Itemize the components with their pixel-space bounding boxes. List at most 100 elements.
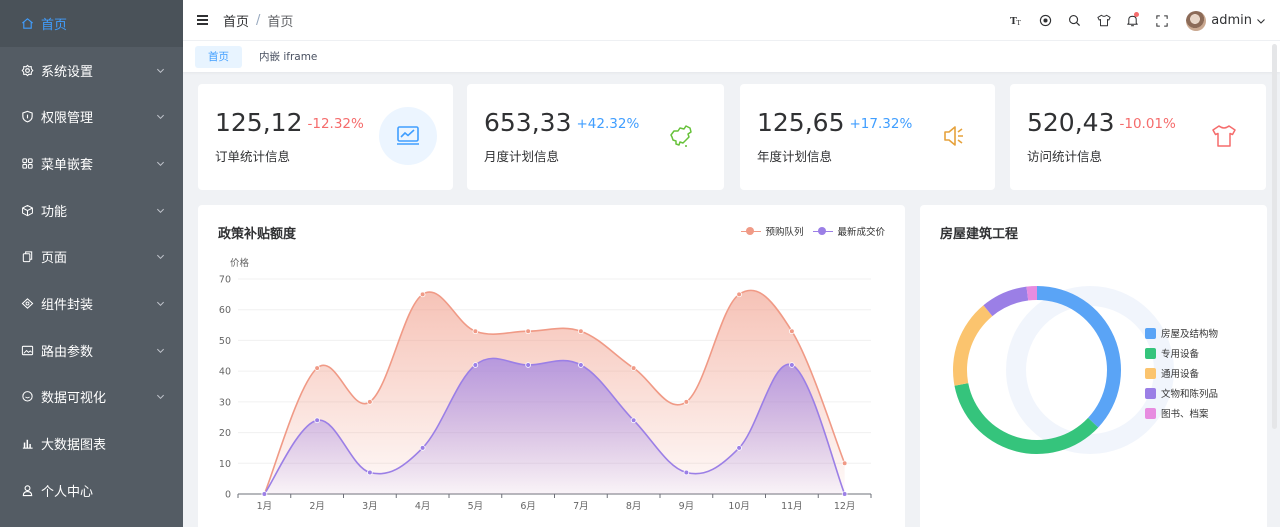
- x-tick-label: 8月: [626, 501, 642, 512]
- sidebar-item-3[interactable]: 菜单嵌套: [0, 140, 183, 187]
- sidebar-item-label: 权限管理: [41, 111, 94, 127]
- legend-swatch: [1145, 367, 1156, 379]
- stat-card[interactable]: 125,65 +17.32% 年度计划信息: [740, 84, 995, 190]
- bell-icon[interactable]: [1118, 0, 1147, 41]
- x-tick-label: 5月: [468, 501, 484, 512]
- donut-slice: [954, 383, 1099, 454]
- legend-item-latest-price[interactable]: 最新成交价: [813, 224, 885, 238]
- legend-swatch: [1145, 407, 1156, 419]
- breadcrumb-current: 首页: [267, 14, 294, 30]
- stat-value: 125,65 +17.32%: [757, 108, 913, 137]
- stat-card[interactable]: 520,43 -10.01% 访问统计信息: [1010, 84, 1266, 190]
- stat-card[interactable]: 125,12 -12.32% 订单统计信息: [198, 84, 453, 190]
- monitor-chart-icon: [379, 107, 437, 165]
- legend-item-preorder[interactable]: 预购队列: [741, 224, 803, 238]
- chart-legend: 预购队列 最新成交价: [731, 224, 885, 238]
- donut-slice: [1026, 286, 1037, 301]
- legend-label: 图书、档案: [1161, 409, 1209, 420]
- data-point: [419, 445, 426, 451]
- sidebar-item-7[interactable]: 路由参数: [0, 327, 183, 374]
- y-tick-label: 10: [219, 459, 231, 470]
- stat-card[interactable]: 653,33 +42.32% 月度计划信息: [467, 84, 724, 190]
- stat-change: -10.01%: [1119, 116, 1176, 132]
- data-point: [525, 362, 531, 368]
- svg-text:T: T: [1010, 16, 1017, 27]
- series-area-1: [264, 358, 845, 494]
- sidebar-item-label: 组件封装: [41, 297, 94, 313]
- y-tick-label: 60: [219, 305, 231, 316]
- sidebar-item-5[interactable]: 页面: [0, 233, 183, 280]
- fullscreen-icon[interactable]: [1147, 0, 1176, 41]
- chevron-down-icon: [155, 112, 165, 122]
- home-icon: [20, 16, 34, 30]
- sidebar-item-1[interactable]: 系统设置: [0, 47, 183, 94]
- breadcrumb-separator: /: [256, 12, 261, 28]
- data-point: [736, 445, 742, 451]
- chevron-down-icon: [155, 252, 165, 262]
- donut-legend-item[interactable]: 专用设备: [1145, 343, 1218, 363]
- legend-swatch: [1145, 347, 1156, 359]
- box-icon: [20, 203, 34, 217]
- sidebar-item-2[interactable]: 权限管理: [0, 93, 183, 140]
- data-point: [630, 417, 637, 424]
- sidebar-item-6[interactable]: 组件封装: [0, 280, 183, 327]
- image-icon: [20, 343, 34, 357]
- donut-legend-item[interactable]: 文物和陈列品: [1145, 383, 1218, 403]
- panel-title: 房屋建筑工程: [940, 227, 1019, 242]
- sidebar-item-label: 功能: [41, 204, 68, 220]
- stat-change: -12.32%: [307, 116, 364, 132]
- building-project-panel: 房屋建筑工程 房屋及结构物专用设备通用设备文物和陈列品图书、档案: [920, 205, 1267, 527]
- sidebar-item-0[interactable]: 首页: [0, 0, 183, 47]
- user-menu[interactable]: admin: [1186, 10, 1266, 31]
- user-name: admin: [1211, 13, 1252, 28]
- setting-icon: [20, 63, 34, 77]
- donut-chart: [953, 286, 1174, 454]
- x-tick-label: 11月: [781, 501, 803, 512]
- search-icon[interactable]: [1060, 0, 1089, 41]
- sidebar-item-4[interactable]: 功能: [0, 187, 183, 234]
- copy-icon: [20, 250, 34, 264]
- data-point: [419, 291, 426, 298]
- donut-legend-item[interactable]: 图书、档案: [1145, 403, 1218, 423]
- donut-legend-item[interactable]: 房屋及结构物: [1145, 323, 1218, 343]
- data-point: [314, 365, 320, 371]
- data-point: [789, 362, 795, 368]
- donut-legend-item[interactable]: 通用设备: [1145, 363, 1218, 383]
- x-tick-label: 12月: [834, 501, 856, 512]
- hamburger-icon[interactable]: [197, 13, 211, 27]
- data-point: [841, 491, 848, 497]
- donut-slice: [953, 305, 993, 386]
- sidebar-item-label: 页面: [41, 251, 68, 267]
- sidebar-item-8[interactable]: 数据可视化: [0, 374, 183, 421]
- x-tick-label: 6月: [520, 501, 536, 512]
- sidebar-item-9[interactable]: 大数据图表: [0, 420, 183, 467]
- y-tick-label: 20: [219, 428, 231, 439]
- y-tick-label: 30: [219, 397, 231, 408]
- data-point: [841, 460, 848, 467]
- stat-value: 520,43 -10.01%: [1027, 108, 1176, 137]
- shirt-icon[interactable]: [1089, 0, 1118, 41]
- breadcrumb-home[interactable]: 首页: [223, 14, 250, 30]
- theme-icon[interactable]: [1031, 0, 1060, 41]
- chevron-down-icon: [155, 65, 165, 75]
- stat-label: 订单统计信息: [215, 149, 291, 164]
- sidebar-item-label: 数据可视化: [41, 391, 107, 407]
- y-tick-label: 0: [225, 490, 231, 501]
- legend-label: 通用设备: [1161, 369, 1200, 380]
- x-tick-label: 7月: [573, 501, 589, 512]
- sidebar-item-10[interactable]: 个人中心: [0, 467, 183, 514]
- shield-icon: [20, 110, 34, 124]
- tags-bar: 首页 内嵌 iframe: [183, 41, 1280, 72]
- page-scrollbar[interactable]: [1272, 44, 1277, 429]
- data-point: [367, 469, 373, 476]
- data-point: [261, 491, 268, 497]
- sidebar-item-label: 系统设置: [41, 64, 94, 80]
- tag-home[interactable]: 首页: [195, 45, 242, 68]
- tag-iframe[interactable]: 内嵌 iframe: [259, 50, 318, 63]
- user-icon: [20, 483, 34, 497]
- legend-label: 专用设备: [1161, 349, 1200, 360]
- chevron-down-icon: [155, 345, 165, 355]
- x-tick-label: 4月: [415, 501, 431, 512]
